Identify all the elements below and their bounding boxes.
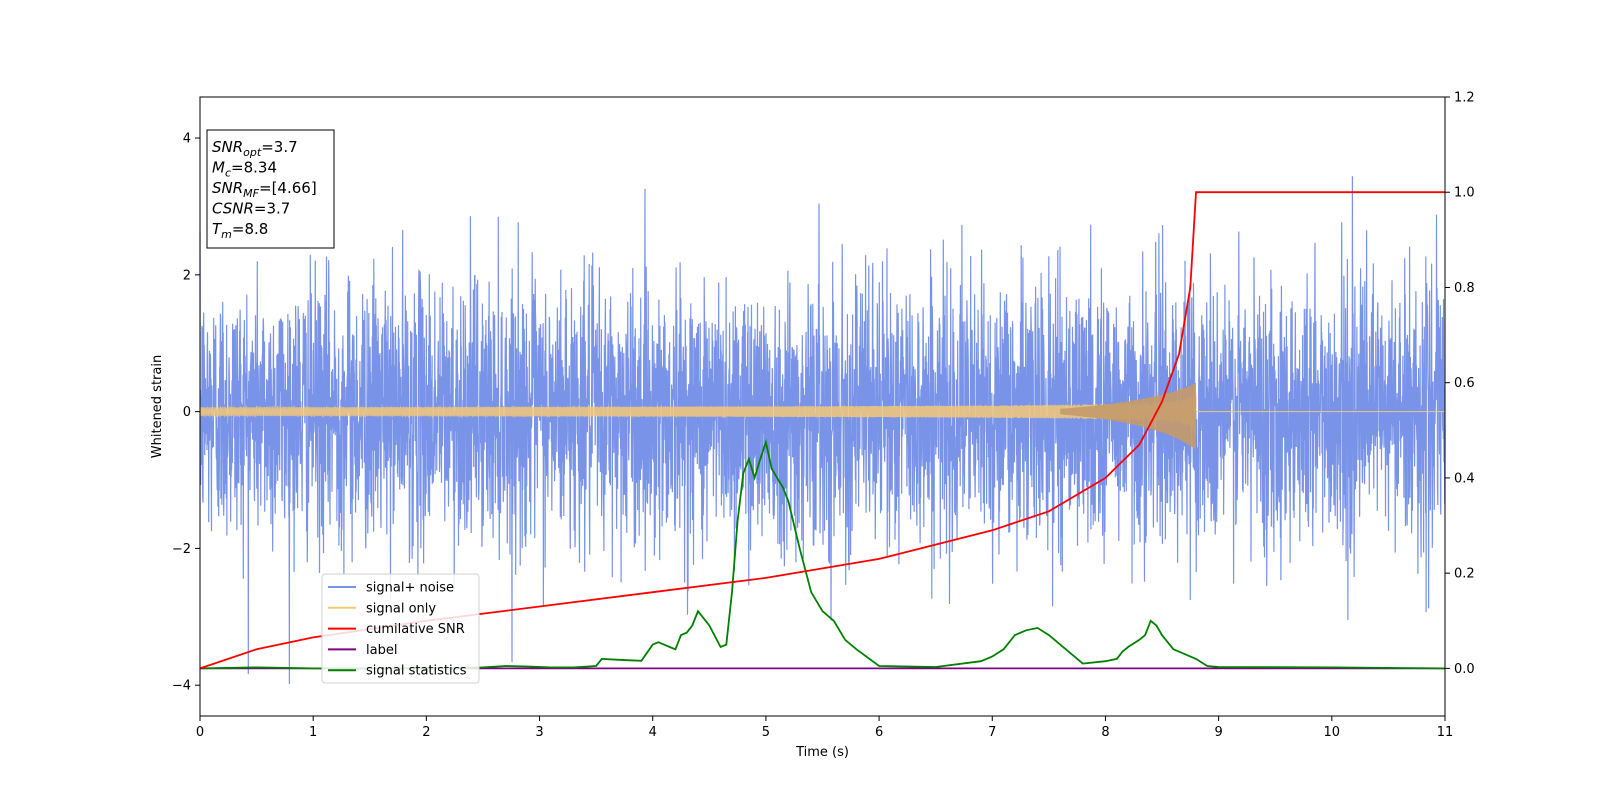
- annotation-line: Mc=8.34: [212, 159, 277, 180]
- y2-tick-label: 0.4: [1454, 471, 1475, 486]
- noise-series-layer: [199, 176, 1446, 685]
- annotation-line: SNRopt=3.7: [212, 138, 298, 159]
- legend-label: signal+ noise: [366, 581, 454, 596]
- x-axis-label: Time (s): [795, 745, 849, 760]
- x-tick-label: 1: [309, 725, 317, 740]
- x-tick-label: 7: [988, 725, 996, 740]
- y2-tick-label: 0.6: [1454, 376, 1475, 391]
- x-tick-label: 2: [422, 725, 430, 740]
- legend: signal+ noise signal only cumilative SNR la…: [321, 573, 480, 684]
- x-tick-label: 3: [535, 725, 543, 740]
- axes-layer: 0 1 2 3 4 5 6 7 8 9 10 11 −4 −2 0 2 4 0.0 0.2 0.4 0.6 0.8 1.0 1…: [150, 91, 1475, 761]
- y-tick-label: −2: [172, 542, 191, 557]
- y-tick-label: 0: [183, 405, 191, 420]
- series-signal-noise-line: [199, 176, 1446, 685]
- x-tick-label: 11: [1437, 725, 1454, 740]
- annotation-line: SNRMF=[4.66]: [212, 179, 317, 200]
- y2-tick-label: 0.2: [1454, 567, 1475, 582]
- legend-label: signal only: [366, 601, 436, 616]
- legend-label: signal statistics: [366, 664, 467, 679]
- x-tick-label: 8: [1101, 725, 1109, 740]
- legend-frame: [321, 573, 480, 684]
- x-tick-label: 10: [1324, 725, 1341, 740]
- y2-tick-label: 0.8: [1454, 281, 1475, 296]
- x-tick-label: 9: [1214, 725, 1222, 740]
- x-tick-label: 0: [196, 725, 204, 740]
- legend-label: cumilative SNR: [366, 622, 465, 637]
- y2-tick-label: 1.0: [1454, 186, 1475, 201]
- annotation-line: CSNR=3.7: [212, 200, 290, 218]
- y-tick-label: 2: [183, 268, 191, 283]
- y-tick-label: −4: [172, 679, 191, 694]
- y2-tick-label: 1.2: [1454, 91, 1475, 106]
- x-tick-label: 5: [762, 725, 770, 740]
- y-axis-label: Whitened strain: [150, 355, 165, 458]
- series-signal-only-line: [199, 388, 1445, 435]
- x-tick-label: 6: [875, 725, 883, 740]
- x-tick-label: 4: [649, 725, 657, 740]
- annotation-frame: [206, 129, 335, 249]
- legend-label: label: [366, 643, 397, 658]
- y-tick-label: 4: [183, 132, 191, 147]
- series-signal-statistics-line: [199, 438, 1446, 670]
- plot-frame: [199, 96, 1446, 717]
- y2-tick-label: 0.0: [1454, 662, 1475, 677]
- annotation-line: Tm=8.8: [212, 220, 268, 241]
